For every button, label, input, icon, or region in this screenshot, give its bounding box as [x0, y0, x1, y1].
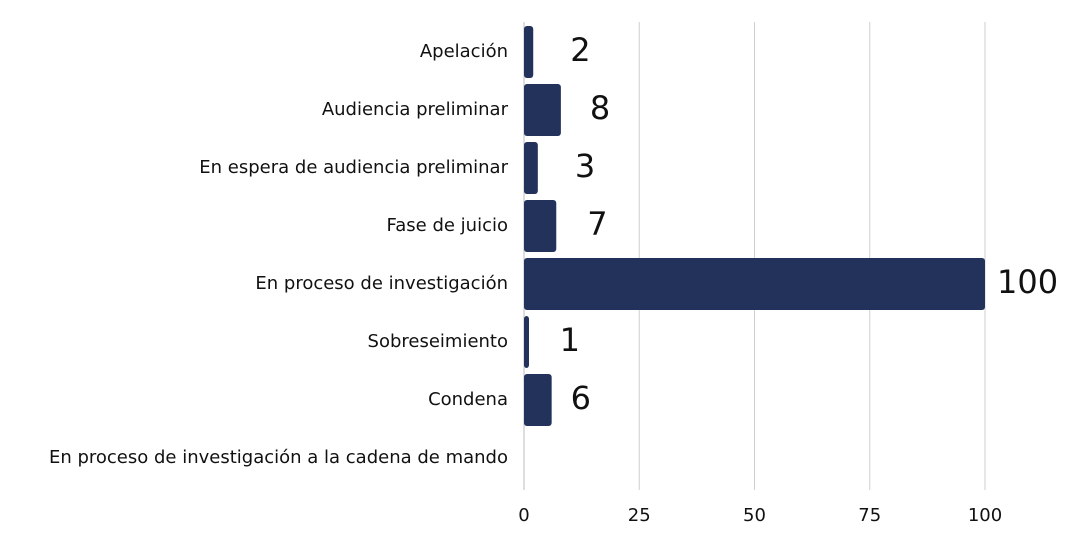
category-label: Apelación — [420, 41, 508, 62]
x-tick-label: 25 — [628, 505, 651, 526]
bar — [524, 26, 534, 78]
bar — [524, 374, 552, 426]
data-label: 3 — [575, 147, 595, 185]
bar — [524, 84, 561, 136]
x-tick-label: 0 — [518, 505, 529, 526]
data-label: 8 — [590, 89, 610, 127]
bar — [524, 316, 529, 368]
bar — [524, 258, 985, 310]
category-label: Condena — [428, 389, 508, 410]
data-label: 100 — [997, 263, 1058, 301]
category-label: Audiencia preliminar — [322, 99, 509, 120]
bar — [524, 142, 538, 194]
category-labels: Apelación Audiencia preliminar En espera d… — [49, 41, 509, 468]
category-label: En espera de audiencia preliminar — [199, 157, 508, 178]
x-axis-ticks: 0 25 50 75 100 — [518, 505, 1002, 526]
bars — [524, 26, 985, 426]
category-label: Sobreseimiento — [368, 331, 508, 352]
data-label: 7 — [587, 205, 607, 243]
category-label: En proceso de investigación — [255, 273, 508, 294]
category-label: En proceso de investigación a la cadena … — [49, 447, 508, 468]
bar — [524, 200, 557, 252]
category-label: Fase de juicio — [387, 215, 508, 236]
x-tick-label: 50 — [743, 505, 766, 526]
data-label: 6 — [571, 379, 591, 417]
x-tick-label: 100 — [968, 505, 1002, 526]
data-labels: 28 3 7 100 1 6 — [560, 31, 1058, 417]
data-label: 1 — [560, 321, 580, 359]
data-label: 2 — [570, 31, 590, 69]
x-tick-label: 75 — [858, 505, 881, 526]
